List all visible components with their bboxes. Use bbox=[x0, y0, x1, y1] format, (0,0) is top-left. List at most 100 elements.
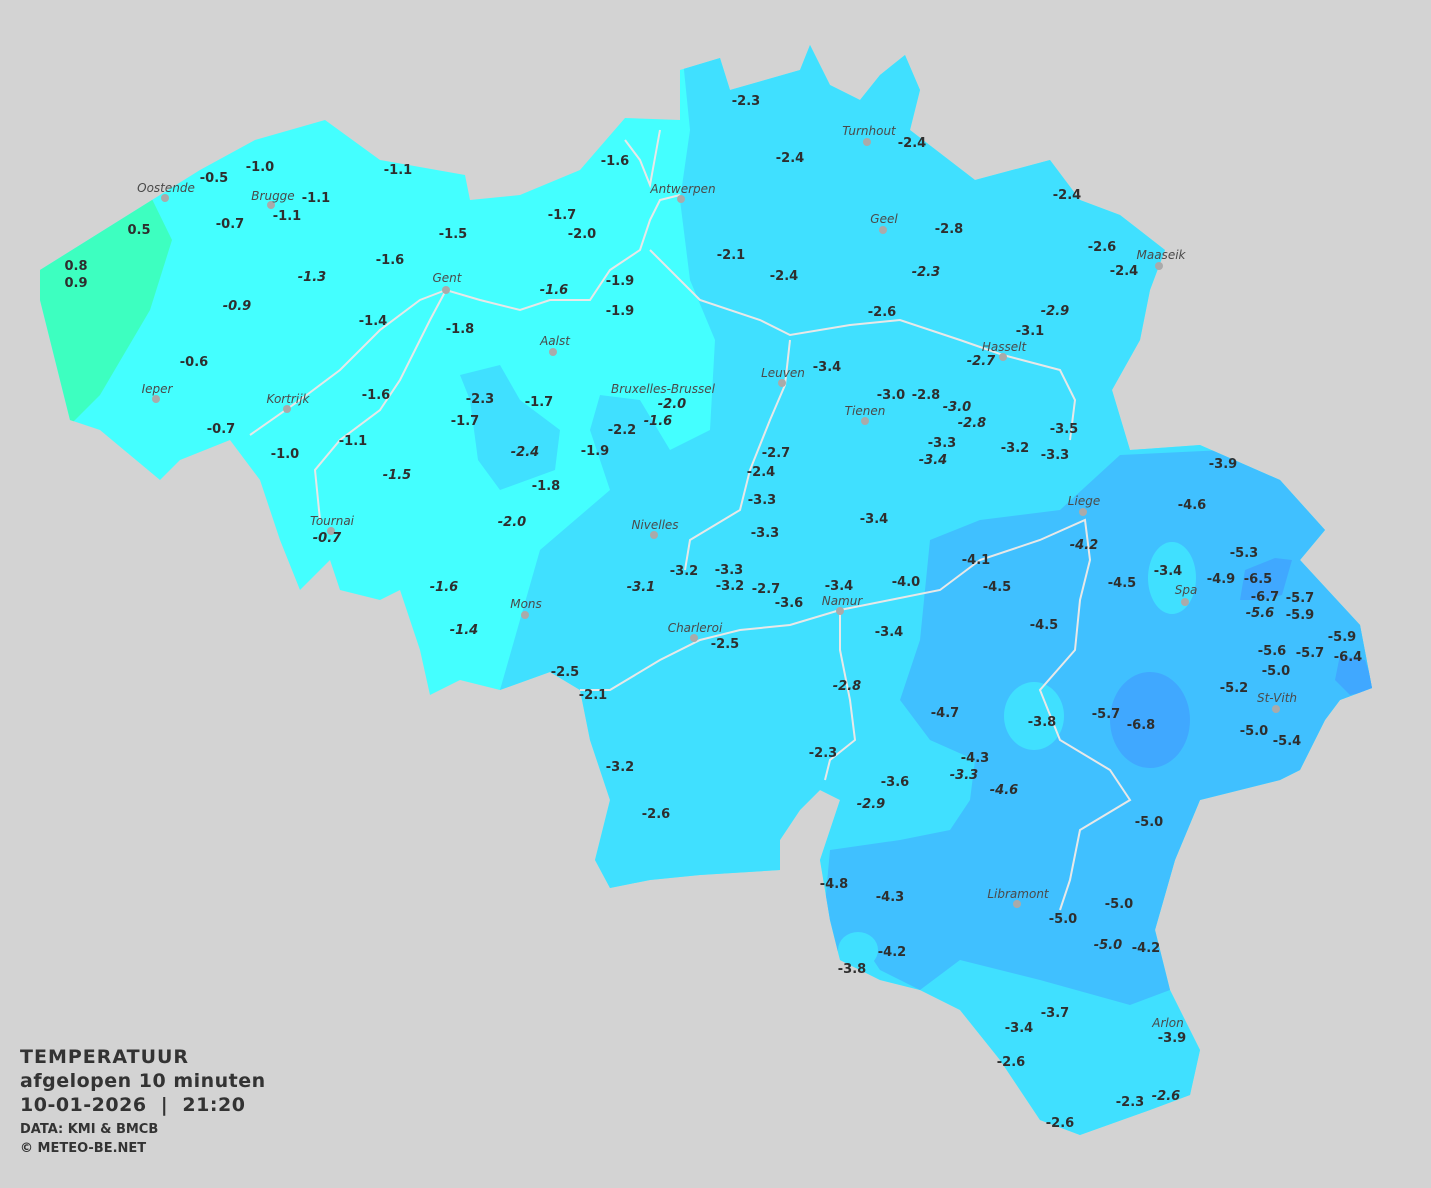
station-temperature: -2.8 bbox=[935, 222, 963, 237]
city-mons: Mons bbox=[510, 597, 542, 619]
city-label: Tienen bbox=[845, 404, 886, 418]
city-hasselt: Hasselt bbox=[982, 340, 1027, 361]
city-arlon: Arlon bbox=[1151, 1016, 1183, 1030]
city-gent: Gent bbox=[433, 271, 463, 294]
city-label: Leuven bbox=[761, 366, 805, 380]
station-temperature: -6.5 bbox=[1244, 572, 1272, 587]
station-temperature: -1.1 bbox=[339, 434, 367, 449]
station-temperature: -5.2 bbox=[1220, 681, 1248, 696]
station-temperature: -3.4 bbox=[813, 360, 841, 375]
station-temperature: -1.1 bbox=[384, 163, 412, 178]
station-temperature: -5.0 bbox=[1094, 938, 1122, 953]
city-dot-icon bbox=[283, 405, 291, 413]
station-values: -2.3-2.4-2.4-1.6-1.0-0.5-1.1-1.1-1.1-0.7… bbox=[64, 94, 1362, 1131]
city-dot-icon bbox=[863, 138, 871, 146]
station-temperature: -5.4 bbox=[1273, 734, 1301, 749]
city-ieper: Ieper bbox=[142, 382, 173, 403]
station-temperature: -1.0 bbox=[271, 447, 299, 462]
station-temperature: -1.4 bbox=[450, 623, 478, 638]
city-dot-icon bbox=[161, 194, 169, 202]
station-temperature: -1.6 bbox=[362, 388, 390, 403]
zone-spa-blob bbox=[1148, 542, 1196, 614]
station-temperature: -2.0 bbox=[658, 397, 686, 412]
station-temperature: -6.4 bbox=[1334, 650, 1362, 665]
city-label: Liege bbox=[1068, 494, 1100, 508]
station-temperature: -5.9 bbox=[1286, 608, 1314, 623]
city-label: Tournai bbox=[310, 514, 355, 528]
station-temperature: -5.0 bbox=[1105, 897, 1133, 912]
station-temperature: -2.6 bbox=[1046, 1116, 1074, 1131]
station-temperature: -1.6 bbox=[376, 253, 404, 268]
city-dot-icon bbox=[327, 527, 335, 535]
station-temperature: -1.8 bbox=[446, 322, 474, 337]
station-temperature: -3.2 bbox=[606, 760, 634, 775]
city-st-vith: St-Vith bbox=[1257, 691, 1297, 713]
city-dot-icon bbox=[442, 286, 450, 294]
zone-below-minus-6 bbox=[1110, 672, 1190, 768]
station-temperature: -3.3 bbox=[1041, 448, 1069, 463]
city-label: St-Vith bbox=[1257, 691, 1297, 705]
station-temperature: -3.0 bbox=[943, 400, 971, 415]
station-temperature: -1.6 bbox=[430, 580, 458, 595]
city-kortrijk: Kortrijk bbox=[267, 392, 311, 413]
legend-copyright: © METEO-BE.NET bbox=[20, 1141, 147, 1156]
city-label: Geel bbox=[870, 212, 898, 226]
station-temperature: -1.9 bbox=[581, 444, 609, 459]
station-temperature: -5.6 bbox=[1246, 606, 1274, 621]
station-temperature: -3.2 bbox=[716, 579, 744, 594]
zone-blob bbox=[838, 932, 878, 968]
zone-below-minus-6 bbox=[1335, 655, 1372, 695]
city-dot-icon bbox=[152, 395, 160, 403]
station-temperature: -5.0 bbox=[1262, 664, 1290, 679]
city-label: Arlon bbox=[1151, 1016, 1183, 1030]
station-temperature: -4.8 bbox=[820, 877, 848, 892]
city-dot-icon bbox=[690, 634, 698, 642]
station-temperature: -2.8 bbox=[912, 388, 940, 403]
station-temperature: -5.0 bbox=[1240, 724, 1268, 739]
city-dot-icon bbox=[836, 607, 844, 615]
city-leuven: Leuven bbox=[761, 366, 805, 387]
city-nivelles: Nivelles bbox=[631, 518, 679, 539]
station-temperature: -3.4 bbox=[1154, 564, 1182, 579]
station-temperature: -2.6 bbox=[642, 807, 670, 822]
station-temperature: -4.3 bbox=[961, 751, 989, 766]
city-maaseik: Maaseik bbox=[1137, 248, 1187, 270]
station-temperature: -1.1 bbox=[302, 191, 330, 206]
station-temperature: -2.8 bbox=[833, 679, 861, 694]
city-label: Aalst bbox=[539, 334, 571, 348]
zone-below-minus-6 bbox=[1240, 558, 1292, 600]
station-temperature: -5.0 bbox=[1135, 815, 1163, 830]
city-dot-icon bbox=[879, 226, 887, 234]
station-temperature: -3.3 bbox=[950, 768, 978, 783]
city-dot-icon bbox=[778, 379, 786, 387]
station-temperature: -2.6 bbox=[1088, 240, 1116, 255]
station-temperature: -3.1 bbox=[627, 580, 655, 595]
station-temperature: -3.2 bbox=[1001, 441, 1029, 456]
city-dot-icon bbox=[549, 348, 557, 356]
city-antwerpen: Antwerpen bbox=[649, 182, 716, 203]
station-temperature: -1.1 bbox=[273, 209, 301, 224]
station-temperature: -3.4 bbox=[860, 512, 888, 527]
city-label: Oostende bbox=[137, 181, 195, 195]
station-temperature: -5.7 bbox=[1296, 646, 1324, 661]
city-dot-icon bbox=[521, 611, 529, 619]
city-label: Namur bbox=[822, 594, 864, 608]
station-temperature: -2.6 bbox=[997, 1055, 1025, 1070]
station-temperature: -4.6 bbox=[990, 783, 1018, 798]
station-temperature: 0.8 bbox=[64, 259, 87, 274]
station-temperature: -2.8 bbox=[958, 416, 986, 431]
rivers bbox=[249, 129, 1132, 911]
station-temperature: -2.0 bbox=[568, 227, 596, 242]
station-temperature: -2.3 bbox=[732, 94, 760, 109]
station-temperature: -3.8 bbox=[838, 962, 866, 977]
city-label: Gent bbox=[433, 271, 463, 285]
station-temperature: -4.5 bbox=[1108, 576, 1136, 591]
city-spa: Spa bbox=[1175, 583, 1197, 606]
station-temperature: -1.7 bbox=[451, 414, 479, 429]
station-temperature: -3.3 bbox=[715, 563, 743, 578]
station-temperature: -0.9 bbox=[223, 299, 251, 314]
city-label: Bruxelles-Brussel bbox=[611, 382, 716, 396]
station-temperature: -0.7 bbox=[313, 531, 342, 546]
station-temperature: -4.0 bbox=[892, 575, 920, 590]
